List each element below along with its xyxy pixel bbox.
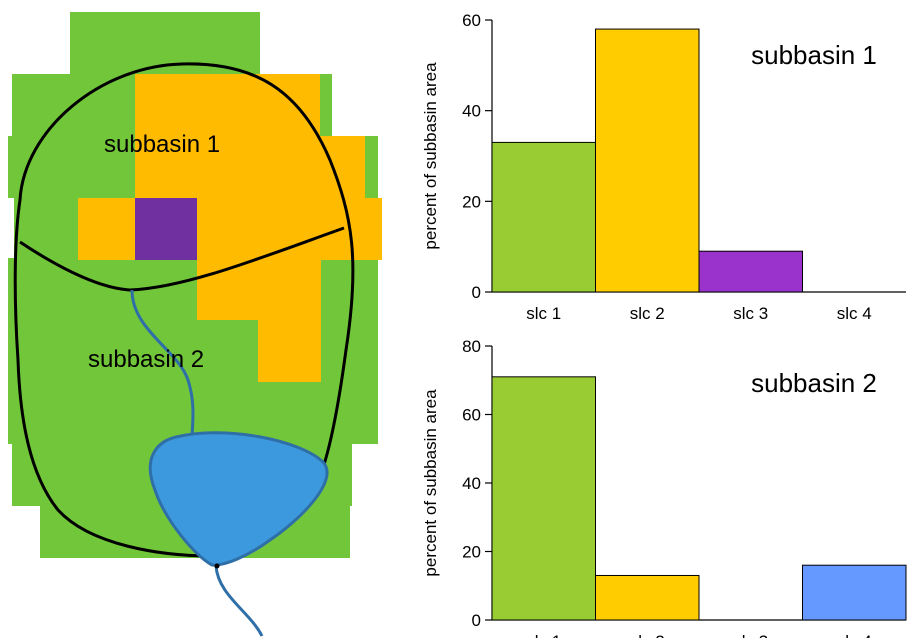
chart2-y-tick-label: 20	[462, 543, 481, 562]
upstream-river	[130, 289, 195, 441]
outlet-lake	[148, 431, 329, 567]
chart2-category-label: slc 1	[526, 632, 561, 638]
chart1-category-label: slc 1	[526, 304, 561, 323]
subbasin2-bar-chart: 0 20 40 60 80 slc 1 slc 2 slc 3 slc 4 percent of …	[421, 337, 907, 638]
chart2-category-label: slc 2	[630, 632, 665, 638]
subbasin2-map-label: subbasin 2	[88, 346, 204, 373]
chart2-bar-slc2	[595, 574, 700, 621]
chart2-category-label: slc 3	[733, 632, 768, 638]
chart2-bar-slc4	[802, 564, 907, 621]
chart2-y-tick-label: 60	[462, 406, 481, 425]
chart1-y-tick-label: 20	[462, 192, 481, 211]
subbasin-map: subbasin 1 subbasin 2	[8, 12, 382, 637]
chart1-y-tick-label: 40	[462, 102, 481, 121]
outlet-point	[214, 563, 220, 569]
chart2-y-tick-label: 80	[462, 337, 481, 356]
chart2-y-tick-label: 40	[462, 474, 481, 493]
subbasin-divide-line	[19, 226, 345, 292]
chart1-bar-slc1	[491, 141, 596, 293]
subbasin1-bar-chart: 0 20 40 60 slc 1 slc 2 slc 3 slc 4 percent of su…	[421, 11, 906, 323]
chart1-category-label: slc 3	[733, 304, 768, 323]
chart1-y-tick-label: 60	[462, 11, 481, 30]
chart2-title: subbasin 2	[751, 368, 877, 398]
downstream-river	[214, 565, 264, 637]
chart1-bar-slc2	[595, 28, 700, 293]
chart1-y-tick-label: 0	[472, 283, 481, 302]
slc3-raster-cell	[135, 198, 197, 260]
chart2-y-tick-label: 0	[472, 611, 481, 630]
chart1-bar-slc3	[698, 250, 803, 293]
chart1-category-label: slc 2	[630, 304, 665, 323]
chart2-bar-slc1	[491, 376, 596, 621]
subbasin1-map-label: subbasin 1	[104, 131, 220, 158]
chart1-title: subbasin 1	[751, 40, 877, 70]
chart1-category-label: slc 4	[837, 304, 872, 323]
chart2-y-axis-label: percent of subbasin area	[421, 389, 440, 577]
chart1-y-axis-label: percent of subbasin area	[421, 62, 440, 250]
chart2-category-label: slc 4	[837, 632, 872, 638]
